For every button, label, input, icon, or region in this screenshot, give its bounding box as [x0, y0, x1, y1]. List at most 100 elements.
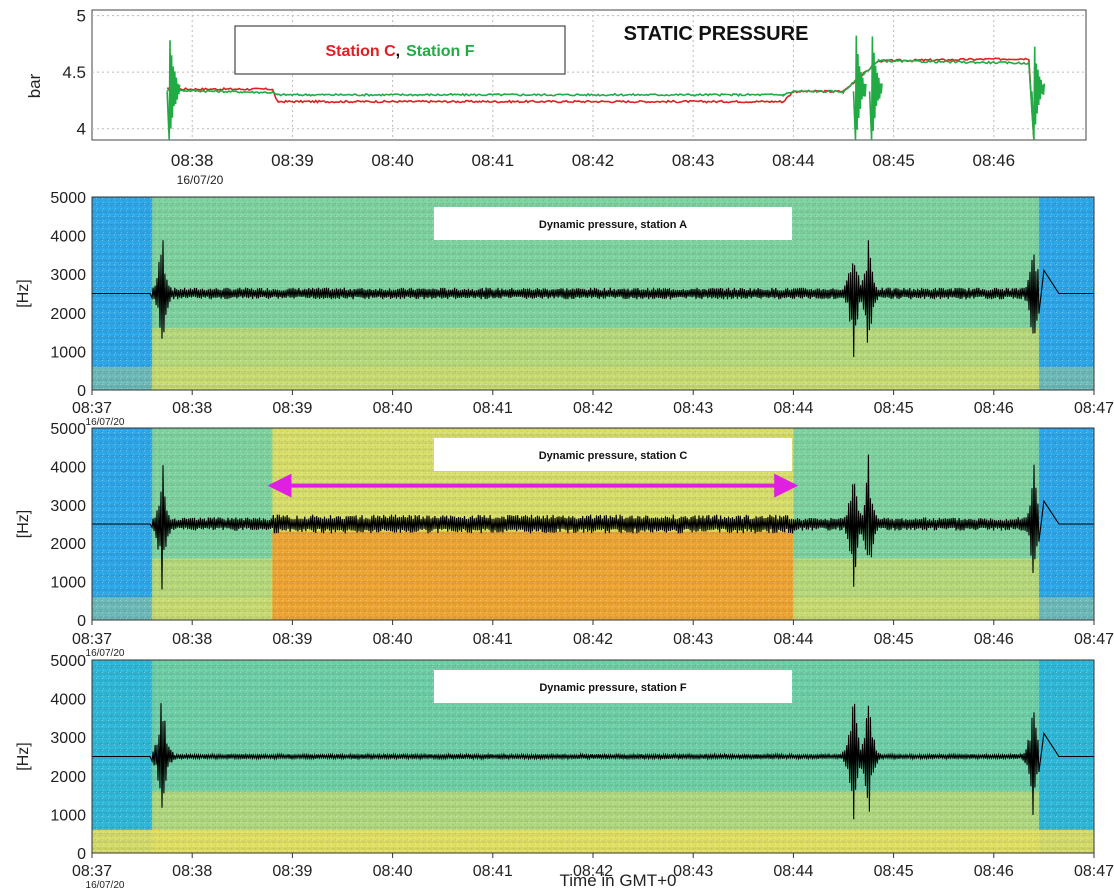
static-x-tick-label: 08:43 — [672, 151, 715, 170]
spectrogram-x-tick-label: 08:38 — [172, 863, 212, 880]
legend-entry-station-f: Station F — [406, 43, 475, 60]
spectrogram-y-tick-label: 2000 — [50, 769, 86, 786]
spectrogram-y-tick-label: 3000 — [50, 730, 86, 747]
spectrogram-y-axis-label: [Hz] — [15, 279, 32, 307]
static-transient — [868, 36, 883, 141]
spectrogram-x-tick-label: 08:43 — [673, 631, 713, 648]
spectrogram-y-axis-label: [Hz] — [15, 510, 32, 538]
static-x-tick-label: 08:38 — [171, 151, 214, 170]
spectrogram-y-tick-label: 4000 — [50, 692, 86, 709]
spectrogram-y-axis-label: [Hz] — [15, 742, 32, 770]
spectrogram-x-tick-label: 08:43 — [673, 400, 713, 417]
spectrogram-date-label: 16/07/20 — [86, 648, 125, 659]
station-c-panel: Dynamic pressure, station C 0 1000 2000 3000… — [15, 421, 1114, 659]
static-y-tick-label: 4.5 — [62, 63, 86, 82]
spectrogram-y-tick-label: 5000 — [50, 190, 86, 207]
static-y-axis-label: bar — [25, 73, 44, 98]
spectrogram-x-tick-label: 08:44 — [773, 631, 813, 648]
static-legend-box — [234, 25, 566, 75]
spectrogram-title: Dynamic pressure, station A — [539, 219, 687, 231]
spectrogram-x-tick-label: 08:42 — [573, 863, 613, 880]
spectrogram-x-tick-label: 08:45 — [874, 863, 914, 880]
static-legend: Station C, Station F — [234, 25, 566, 75]
spectrogram-x-tick-label: 08:47 — [1074, 631, 1114, 648]
spectrogram-x-tick-label: 08:41 — [473, 400, 513, 417]
spectrogram-title-box — [434, 670, 792, 703]
spectrogram-x-tick-label: 08:40 — [373, 631, 413, 648]
static-series-group — [166, 35, 1046, 141]
spectrogram-y-tick-label: 5000 — [50, 421, 86, 438]
static-legend-text: Station C, Station F — [325, 43, 474, 60]
spectrogram-y-tick-label: 2000 — [50, 306, 86, 323]
dynamic-pressure-trace — [92, 703, 1094, 820]
spectrogram-y-tick-label: 4000 — [50, 229, 86, 246]
spectrogram-y-tick-label: 1000 — [50, 807, 86, 824]
static-y-tick-label: 5 — [77, 7, 86, 26]
spectrogram-title: Dynamic pressure, station F — [539, 682, 687, 694]
static-pressure-panel: 44.55 08:38 08:39 08:40 08:41 08:42 08:43 08:4… — [25, 7, 1087, 187]
static-y-tick-labels: 44.55 — [62, 7, 86, 139]
static-x-tick-label: 08:45 — [872, 151, 915, 170]
spectrogram-title-box — [434, 207, 792, 240]
spectrogram-y-tick-label: 4000 — [50, 459, 86, 476]
spectrogram-y-tick-label: 3000 — [50, 267, 86, 284]
spectrogram-y-tick-label: 2000 — [50, 536, 86, 553]
spectrogram-x-tick-label: 08:47 — [1074, 400, 1114, 417]
spectrogram-x-tick-label: 08:45 — [874, 400, 914, 417]
static-x-tick-label: 08:42 — [572, 151, 615, 170]
static-y-tick-label: 4 — [77, 120, 86, 139]
spectrogram-x-tick-label: 08:44 — [773, 400, 813, 417]
spectrogram-x-tick-label: 08:42 — [573, 400, 613, 417]
spectrogram-x-tick-label: 08:40 — [373, 400, 413, 417]
spectrogram-x-tick-label: 08:41 — [473, 631, 513, 648]
spectrogram-x-tick-label: 08:45 — [874, 631, 914, 648]
spectrogram-y-tick-label: 0 — [77, 846, 86, 863]
spectrogram-date-label: 16/07/20 — [86, 417, 125, 428]
spectrogram-x-tick-label: 08:37 — [72, 631, 112, 648]
dynamic-pressure-trace — [92, 454, 1094, 590]
static-x-tick-label: 08:44 — [772, 151, 815, 170]
static-x-tick-labels: 08:38 08:39 08:40 08:41 08:42 08:43 08:44 08:45… — [171, 151, 1015, 170]
legend-separator: , — [396, 43, 400, 60]
spectrogram-x-tick-label: 08:46 — [974, 631, 1014, 648]
spectrogram-x-tick-label: 08:40 — [373, 863, 413, 880]
spectrogram-x-tick-label: 08:46 — [974, 400, 1014, 417]
static-series-line-station-f — [166, 58, 1035, 140]
spectrogram-x-tick-label: 08:39 — [272, 631, 312, 648]
spectrogram-y-tick-label: 3000 — [50, 498, 86, 515]
spectrogram-title-box — [434, 438, 792, 471]
static-x-tick-label: 08:41 — [472, 151, 515, 170]
static-transient — [166, 40, 181, 141]
spectrogram-y-tick-label: 0 — [77, 613, 86, 630]
static-transient — [852, 35, 867, 141]
static-transient — [1031, 46, 1046, 141]
spectrogram-x-tick-label: 08:38 — [172, 400, 212, 417]
static-title: STATIC PRESSURE — [624, 23, 809, 45]
station-f-panel: Dynamic pressure, station F 0 1000 2000 3000… — [15, 653, 1114, 891]
spectrogram-date-label: 16/07/20 — [86, 880, 125, 891]
spectrogram-title: Dynamic pressure, station C — [539, 450, 688, 462]
spectrogram-x-tick-label: 08:37 — [72, 863, 112, 880]
spectrogram-y-tick-label: 1000 — [50, 344, 86, 361]
spectrogram-x-tick-label: 08:43 — [673, 863, 713, 880]
spectrogram-y-tick-label: 5000 — [50, 653, 86, 670]
spectrogram-x-tick-label: 08:38 — [172, 631, 212, 648]
legend-entry-station-c: Station C — [325, 43, 396, 60]
spectrogram-x-tick-label: 08:39 — [272, 400, 312, 417]
static-x-tick-label: 08:40 — [371, 151, 414, 170]
spectrogram-x-tick-label: 08:42 — [573, 631, 613, 648]
spectrogram-y-tick-label: 1000 — [50, 575, 86, 592]
spectrogram-x-tick-label: 08:41 — [473, 863, 513, 880]
x-axis-label: Time in GMT+0 — [560, 871, 677, 890]
spectrogram-x-tick-label: 08:44 — [773, 863, 813, 880]
dynamic-pressure-trace — [92, 240, 1094, 358]
static-x-tick-label: 08:46 — [973, 151, 1016, 170]
station-a-panel: Dynamic pressure, station A 0 1000 2000 3000… — [15, 190, 1114, 428]
static-date-label: 16/07/20 — [177, 173, 224, 187]
spectrogram-x-tick-label: 08:47 — [1074, 863, 1114, 880]
spectrogram-x-tick-label: 08:37 — [72, 400, 112, 417]
spectrogram-x-tick-label: 08:46 — [974, 863, 1014, 880]
spectrogram-x-tick-label: 08:39 — [272, 863, 312, 880]
spectrogram-y-tick-label: 0 — [77, 383, 86, 400]
